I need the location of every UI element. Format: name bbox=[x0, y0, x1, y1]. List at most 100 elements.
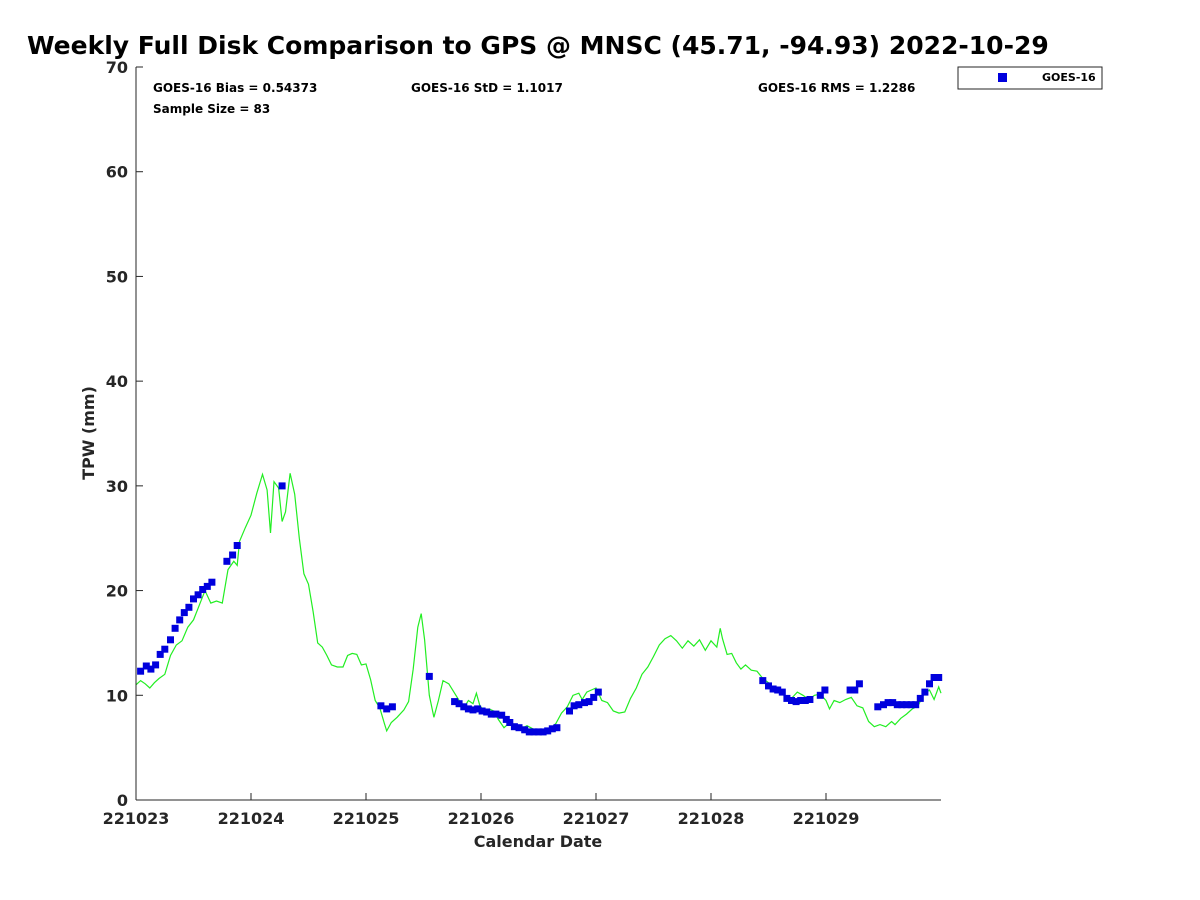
x-axis-label: Calendar Date bbox=[474, 832, 603, 851]
stat-bias: GOES-16 Bias = 0.54373 bbox=[153, 81, 317, 95]
goes16-point bbox=[190, 595, 197, 603]
goes16-point bbox=[889, 699, 897, 707]
goes16-point bbox=[483, 708, 491, 716]
goes16-point bbox=[278, 482, 286, 490]
goes16-point bbox=[525, 728, 533, 736]
series-layer bbox=[135, 472, 943, 736]
goes16-point bbox=[455, 700, 463, 708]
goes16-point bbox=[797, 697, 805, 704]
goes16-point bbox=[388, 703, 396, 711]
goes16-point bbox=[161, 645, 169, 653]
goes16-point bbox=[199, 586, 207, 593]
goes16-point bbox=[515, 724, 523, 732]
goes16-point bbox=[801, 697, 809, 704]
goes16-point bbox=[898, 701, 906, 709]
goes16-point bbox=[846, 686, 854, 694]
goes16-point bbox=[880, 701, 887, 709]
goes16-point bbox=[171, 624, 179, 632]
y-tick-label: 70 bbox=[106, 58, 128, 77]
goes16-point bbox=[156, 650, 164, 658]
goes16-point bbox=[180, 609, 188, 617]
stat-sample-size: Sample Size = 83 bbox=[153, 102, 270, 116]
y-tick-label: 30 bbox=[106, 477, 128, 496]
goes16-point bbox=[510, 723, 518, 731]
goes16-point bbox=[425, 672, 433, 680]
stat-std: GOES-16 StD = 1.1017 bbox=[411, 81, 563, 95]
x-tick-label: 221024 bbox=[218, 809, 285, 828]
goes16-point bbox=[464, 705, 472, 713]
x-tick-label: 221025 bbox=[333, 809, 400, 828]
goes16-point bbox=[893, 701, 901, 709]
goes16-point bbox=[223, 557, 231, 565]
x-tick-label: 221026 bbox=[448, 809, 515, 828]
legend: GOES-16 bbox=[957, 66, 1103, 90]
stat-rms: GOES-16 RMS = 1.2286 bbox=[758, 81, 915, 95]
goes16-point bbox=[137, 667, 145, 675]
goes16-point bbox=[147, 665, 155, 673]
goes16-point bbox=[377, 702, 385, 710]
goes16-point bbox=[778, 688, 786, 696]
y-axis-label: TPW (mm) bbox=[79, 386, 98, 480]
goes16-point bbox=[478, 707, 486, 715]
legend-label: GOES-16 bbox=[1042, 71, 1096, 84]
y-tick-label: 10 bbox=[106, 686, 128, 705]
goes16-point bbox=[548, 725, 556, 733]
goes16-point bbox=[921, 688, 929, 696]
goes16-point bbox=[759, 677, 767, 685]
x-tick-label: 221028 bbox=[678, 809, 745, 828]
goes16-point bbox=[806, 696, 814, 703]
goes16-point bbox=[553, 724, 561, 732]
goes16-point bbox=[530, 728, 538, 736]
goes16-point bbox=[229, 551, 237, 559]
goes16-point bbox=[930, 674, 938, 681]
legend-box bbox=[957, 66, 1103, 90]
y-ticks: 0 10 20 30 40 50 60 70 bbox=[106, 58, 143, 810]
goes16-point bbox=[926, 680, 933, 688]
legend-marker bbox=[998, 73, 1007, 82]
goes16-point bbox=[575, 701, 583, 709]
goes16-point bbox=[884, 699, 892, 707]
y-tick-label: 50 bbox=[106, 267, 128, 286]
goes16-point bbox=[765, 682, 772, 690]
goes16-point bbox=[816, 691, 824, 699]
goes16-point bbox=[152, 661, 160, 669]
goes16-point bbox=[544, 727, 552, 735]
goes16-point bbox=[821, 686, 829, 694]
goes16-point bbox=[539, 728, 547, 736]
y-tick-label: 60 bbox=[106, 163, 128, 182]
y-tick-label: 0 bbox=[117, 791, 128, 810]
goes16-point bbox=[783, 694, 791, 702]
goes16-point bbox=[855, 680, 863, 688]
goes16-point bbox=[383, 705, 391, 713]
goes16-point bbox=[907, 701, 915, 709]
x-tick-label: 221027 bbox=[563, 809, 630, 828]
axes bbox=[135, 67, 941, 801]
goes16-point bbox=[535, 728, 542, 736]
x-ticks: 221023 221024 221025 221026 221027 221028 2210… bbox=[103, 793, 860, 828]
goes16-point bbox=[788, 697, 795, 704]
y-tick-label: 20 bbox=[106, 582, 128, 601]
goes16-point bbox=[916, 694, 924, 702]
goes16-point bbox=[851, 686, 859, 694]
goes16-point bbox=[185, 603, 193, 611]
x-tick-label: 221029 bbox=[793, 809, 860, 828]
goes16-point bbox=[451, 698, 459, 706]
goes16-point bbox=[566, 707, 573, 715]
goes16-point bbox=[142, 662, 150, 670]
x-tick-label: 221023 bbox=[103, 809, 170, 828]
goes16-point bbox=[233, 542, 241, 549]
goes16-point bbox=[590, 693, 598, 701]
goes16-point bbox=[208, 578, 216, 586]
goes16-point bbox=[498, 711, 506, 719]
goes16-point bbox=[521, 726, 529, 734]
goes16-point bbox=[570, 702, 578, 710]
goes16-point bbox=[506, 719, 514, 726]
goes16-point bbox=[903, 701, 910, 709]
y-tick-label: 40 bbox=[106, 372, 128, 391]
goes16-point bbox=[769, 685, 777, 693]
goes16-point bbox=[492, 710, 500, 718]
goes16-point bbox=[581, 699, 588, 707]
goes16-point bbox=[176, 616, 184, 624]
goes16-point bbox=[460, 703, 468, 711]
